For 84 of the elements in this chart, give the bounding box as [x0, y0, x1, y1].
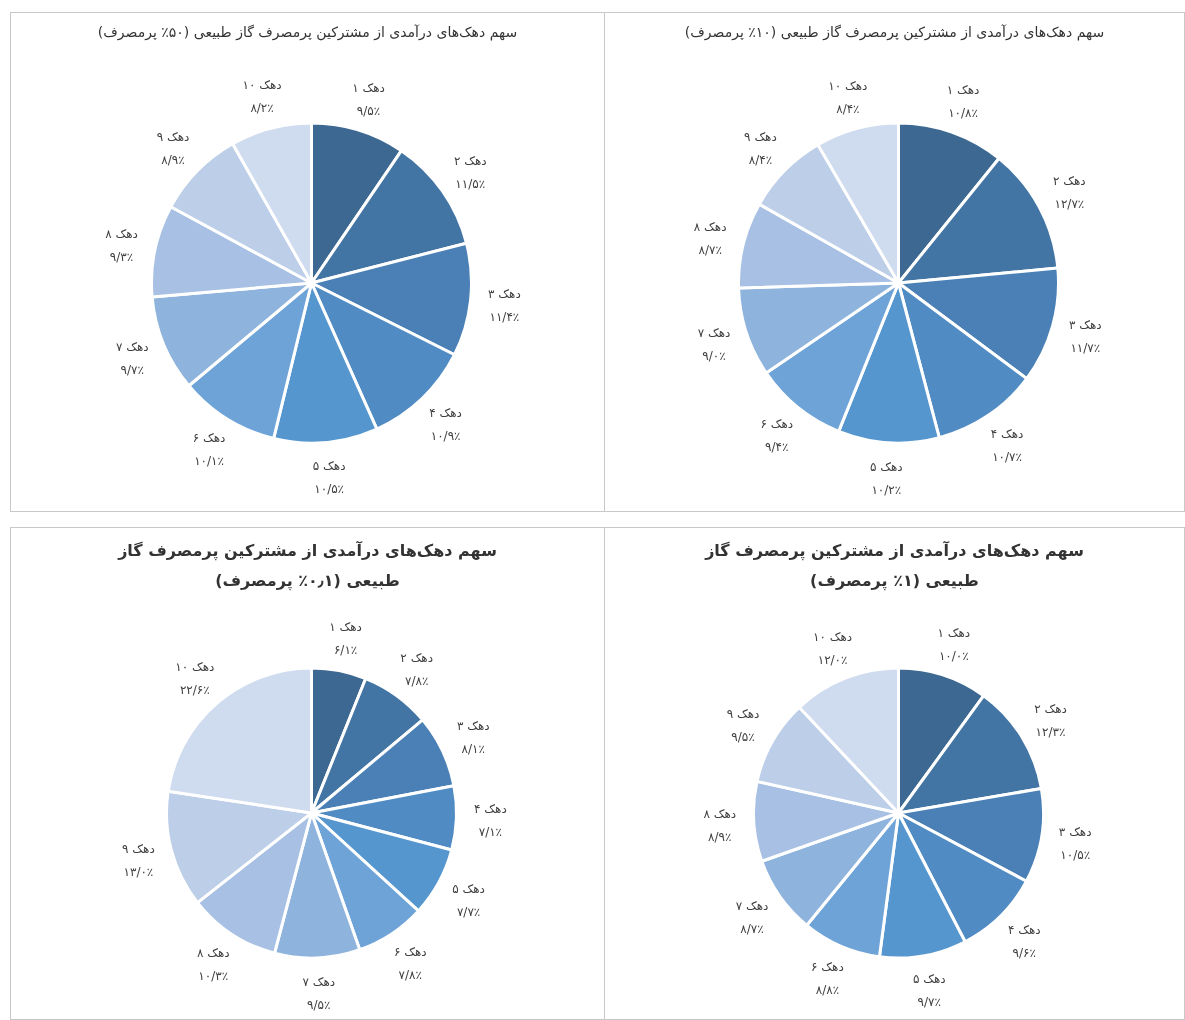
- slice-label: دهک ۷: [735, 898, 769, 913]
- data-label: ۹/۴٪: [765, 440, 789, 455]
- data-label: ۹/۷٪: [917, 995, 941, 1010]
- data-label: ۷/۸٪: [405, 674, 429, 689]
- data-label: ۸/۹٪: [708, 829, 732, 844]
- slice-label: دهک ۵: [912, 972, 946, 987]
- data-label: ۹/۵٪: [307, 997, 331, 1012]
- chart-title: سهم دهک‌های درآمدی از مشترکین پرمصرف گاز طبیعی (۱٪ پرمصرف): [703, 540, 1085, 593]
- slice-label: دهک ۷: [115, 340, 149, 355]
- slice-label: دهک ۳: [488, 286, 521, 301]
- slice-label: دهک ۷: [697, 325, 731, 340]
- slice-label: دهک ۱: [329, 620, 362, 635]
- data-label: ۸/۴٪: [748, 152, 773, 167]
- slice-label: دهک ۲: [453, 154, 487, 169]
- slice-label: دهک ۹: [122, 841, 155, 856]
- slice-label: دهک ۳: [1068, 318, 1102, 333]
- data-label: ۱۰/۱٪: [194, 453, 225, 468]
- slice-label: دهک ۸: [703, 806, 737, 821]
- data-label: ۸/۷٪: [740, 921, 764, 936]
- data-label: ۱۲/۰٪: [817, 652, 848, 667]
- slice-label: دهک ۴: [990, 426, 1024, 441]
- slice-label: دهک ۱: [937, 625, 971, 640]
- data-label: ۹/۵٪: [731, 730, 755, 745]
- slice-label: دهک ۲: [400, 651, 434, 666]
- data-label: ۹/۰٪: [702, 348, 726, 363]
- data-label: ۷/۸٪: [398, 968, 422, 983]
- data-label: ۲۲/۶٪: [179, 683, 210, 698]
- data-label: ۱۰/۲٪: [871, 482, 902, 497]
- slice-label: دهک ۳: [456, 719, 490, 734]
- slice-label: دهک ۳: [1058, 824, 1092, 839]
- slice-label: دهک ۹: [156, 130, 190, 145]
- slice-label: دهک ۱: [352, 80, 385, 95]
- data-label: ۹/۶٪: [1012, 946, 1036, 961]
- slice-label: دهک ۶: [760, 417, 794, 432]
- slice-label: دهک ۱۰: [828, 78, 868, 93]
- data-label: ۸/۸٪: [815, 983, 840, 998]
- slice-label: دهک ۶: [811, 960, 844, 975]
- slice-label: دهک ۸: [693, 219, 727, 234]
- data-label: ۸/۲٪: [250, 101, 274, 116]
- slice-label: دهک ۵: [869, 459, 903, 474]
- data-label: ۸/۴٪: [836, 101, 860, 116]
- data-label: ۱۳/۰٪: [123, 864, 154, 879]
- chart-title: سهم دهک‌های درآمدی از مشترکین پرمصرف گاز طبیعی (۰٫۱٪ پرمصرف): [116, 540, 498, 592]
- slice-label: دهک ۸: [105, 226, 138, 241]
- data-label: ۹/۳٪: [109, 249, 134, 264]
- data-label: ۱۰/۵٪: [1060, 847, 1091, 862]
- data-label: ۱۰/۰٪: [938, 648, 969, 663]
- data-label: ۱۰/۹٪: [430, 429, 461, 444]
- data-label: ۱۰/۸٪: [948, 106, 978, 121]
- data-label: ۹/۵٪: [356, 103, 381, 118]
- slice-label: دهک ۱۰: [175, 660, 215, 675]
- slice-label: دهک ۴: [474, 802, 507, 817]
- slice-label: دهک ۶: [393, 945, 427, 960]
- slice-label: دهک ۴: [1007, 923, 1041, 938]
- data-label: ۱۰/۵٪: [314, 482, 345, 497]
- data-label: ۱۲/۳٪: [1035, 724, 1066, 739]
- data-label: ۱۱/۷٪: [1070, 341, 1101, 356]
- slice-label: دهک ۱۰: [813, 629, 853, 644]
- data-label: ۸/۹٪: [161, 153, 185, 168]
- data-label: ۱۰/۷٪: [992, 449, 1022, 464]
- chart-title: سهم دهک‌های درآمدی از مشترکین پرمصرف گاز طبیعی (۱۰٪ پرمصرف): [683, 23, 1106, 43]
- data-label: ۸/۱٪: [461, 742, 485, 757]
- slice-label: دهک ۸: [196, 945, 230, 960]
- chart-title: سهم دهک‌های درآمدی از مشترکین پرمصرف گاز طبیعی (۵۰٪ پرمصرف): [96, 23, 519, 43]
- data-label: ۹/۷٪: [120, 363, 144, 378]
- slice-label: دهک ۱۰: [242, 78, 282, 93]
- data-label: ۱۰/۳٪: [198, 968, 229, 983]
- slice-label: دهک ۵: [312, 459, 346, 474]
- data-label: ۱۱/۴٪: [489, 309, 520, 324]
- slice-label: دهک ۲: [1053, 174, 1086, 189]
- slice-label: دهک ۹: [726, 707, 760, 722]
- slice-label: دهک ۵: [452, 881, 485, 896]
- data-label: ۷/۷٪: [456, 904, 481, 919]
- data-label: ۱۱/۵٪: [455, 177, 486, 192]
- data-label: ۸/۷٪: [698, 242, 722, 257]
- slice-label: دهک ۴: [429, 406, 462, 421]
- slice-label: دهک ۶: [192, 430, 226, 445]
- slice-label: دهک ۲: [1034, 701, 1067, 716]
- slice-label: دهک ۱: [946, 83, 980, 98]
- data-label: ۶/۱٪: [333, 643, 358, 658]
- slice-label: دهک ۹: [744, 129, 777, 144]
- slice-label: دهک ۷: [302, 974, 336, 989]
- data-label: ۱۲/۷٪: [1054, 197, 1085, 212]
- data-label: ۷/۱٪: [478, 825, 503, 840]
